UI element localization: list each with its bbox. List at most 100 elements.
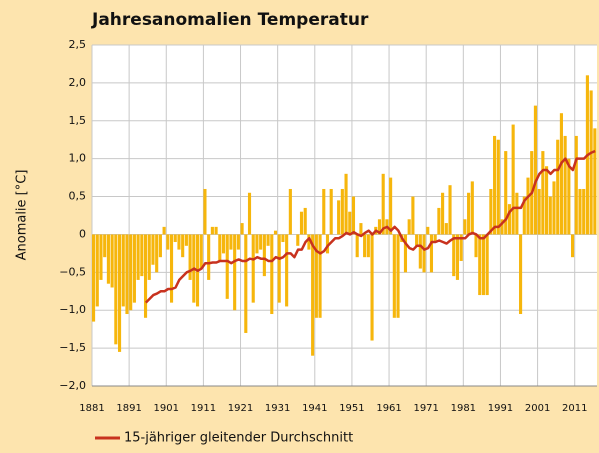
bar [537,188,541,235]
bar [244,234,248,333]
bar [125,234,129,315]
y-tick-label: 0 [79,227,86,240]
y-tick-label: −1,0 [59,303,86,316]
bar [177,234,181,250]
bar [203,188,207,235]
bar [110,234,114,288]
x-tick-label: 1991 [488,403,513,414]
bar [221,234,226,254]
bar [259,234,263,250]
bar [426,226,430,235]
bar [303,207,307,235]
bar [567,158,571,235]
x-tick-label: 1901 [154,403,179,414]
bar [533,105,537,235]
bar [103,234,107,258]
bar [470,181,474,235]
bar [240,223,244,235]
bar [359,223,363,235]
bar [396,234,400,318]
bar [411,196,415,235]
bar [589,90,593,235]
bar [337,200,341,235]
bar [218,234,222,261]
bar [548,196,552,235]
y-tick-label: −2,0 [59,379,86,392]
bar [207,234,211,280]
bar [296,234,300,246]
bar [140,234,144,277]
bar [199,234,203,269]
bar [541,151,545,235]
bar [474,234,478,258]
bar [184,234,188,246]
bar [147,234,151,280]
x-tick-label: 1891 [116,403,141,414]
bar [381,173,385,235]
bar [522,196,526,235]
bar [433,234,437,243]
x-tick-label: 1911 [191,403,216,414]
bar [377,219,382,235]
y-tick-label: 2,0 [69,76,87,89]
bar [325,234,330,254]
bar [106,234,110,284]
x-tick-label: 1931 [265,403,290,414]
x-tick-label: 1971 [413,403,438,414]
bar [166,234,170,250]
bar [437,207,441,235]
bar [340,188,344,235]
bar [255,234,259,254]
bar [422,234,426,273]
bar [158,234,162,258]
x-tick-label: 1981 [451,403,476,414]
bar [574,135,578,235]
bar [351,196,356,235]
bar [370,234,374,341]
bar [277,234,281,303]
bar [95,234,99,307]
bar [129,234,133,311]
bar [173,234,177,243]
x-tick-label: 2011 [562,403,587,414]
bar [273,230,278,235]
y-tick-label: 0,5 [69,190,87,203]
bar [214,226,218,235]
x-tick-label: 1951 [339,403,364,414]
bar [366,234,370,258]
y-tick-label: −0,5 [59,265,86,278]
bar [121,234,125,307]
chart-title: Jahresanomalien Temperatur [91,10,369,30]
bar [181,234,185,258]
legend-label: 15-jähriger gleitender Durchschnitt [124,431,353,446]
x-tick-label: 2001 [525,403,550,414]
bar [415,234,419,246]
bar [318,234,322,318]
bar [143,234,148,318]
bar [500,219,504,235]
bar [251,234,255,303]
bar [233,234,237,311]
bar [459,234,463,261]
bar [210,226,214,235]
bar [266,234,270,246]
bar [593,128,597,235]
bar [455,234,460,280]
bar [117,234,122,352]
bar [99,234,103,280]
bar [392,234,396,318]
bar [132,234,136,303]
y-tick-label: 2,5 [69,38,87,51]
bar [452,234,456,277]
y-tick-label: 1,0 [69,152,87,165]
x-tick-label: 1961 [376,403,401,414]
bar [463,219,467,235]
bar [429,234,434,273]
moving-average-line [144,149,596,304]
bar [236,234,240,250]
bar [285,234,289,307]
bar [162,226,166,235]
bar [578,188,582,235]
bar [307,234,311,250]
